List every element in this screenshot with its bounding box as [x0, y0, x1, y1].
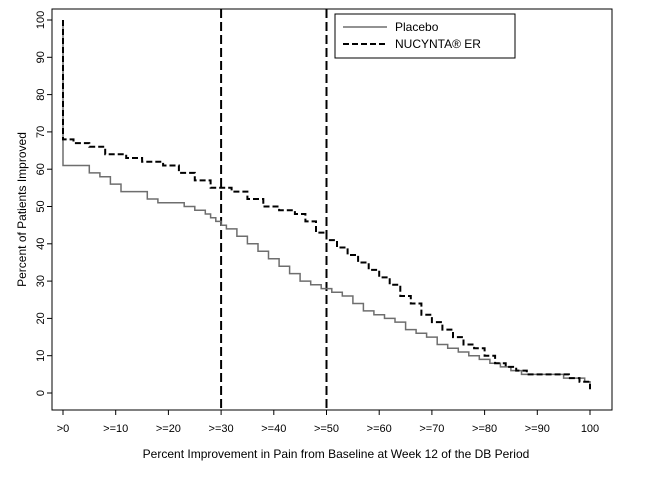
y-tick-label: 50 [35, 200, 47, 212]
y-tick-label: 40 [35, 238, 47, 250]
x-tick-label: 100 [581, 423, 599, 435]
y-tick-label: 100 [35, 11, 47, 29]
y-tick-label: 70 [35, 126, 47, 138]
y-tick-label: 90 [35, 51, 47, 63]
y-axis-title: Percent of Patients Improved [15, 132, 29, 287]
legend-label-1: NUCYNTA® ER [395, 37, 481, 51]
x-tick-label: >0 [57, 423, 70, 435]
x-tick-label: >=10 [103, 423, 128, 435]
y-tick-label: 10 [35, 350, 47, 362]
y-tick-label: 60 [35, 163, 47, 175]
y-tick-label: 20 [35, 312, 47, 324]
x-tick-label: >=30 [209, 423, 234, 435]
legend-label-0: Placebo [395, 20, 439, 34]
x-tick-label: >=70 [419, 423, 444, 435]
legend-box [334, 13, 516, 59]
plot-frame [51, 8, 613, 411]
x-tick-label: >=90 [525, 423, 550, 435]
y-tick-label: 0 [35, 390, 47, 396]
x-tick-label: >=80 [472, 423, 497, 435]
x-tick-label: >=20 [156, 423, 181, 435]
x-tick-label: >=60 [367, 423, 392, 435]
y-tick-label: 80 [35, 88, 47, 100]
x-tick-label: >=50 [314, 423, 339, 435]
x-tick-label: >=40 [261, 423, 286, 435]
series-line-0 [62, 20, 591, 386]
series-line-1 [62, 20, 591, 390]
y-tick-label: 30 [35, 275, 47, 287]
x-axis-title: Percent Improvement in Pain from Baselin… [143, 447, 530, 461]
